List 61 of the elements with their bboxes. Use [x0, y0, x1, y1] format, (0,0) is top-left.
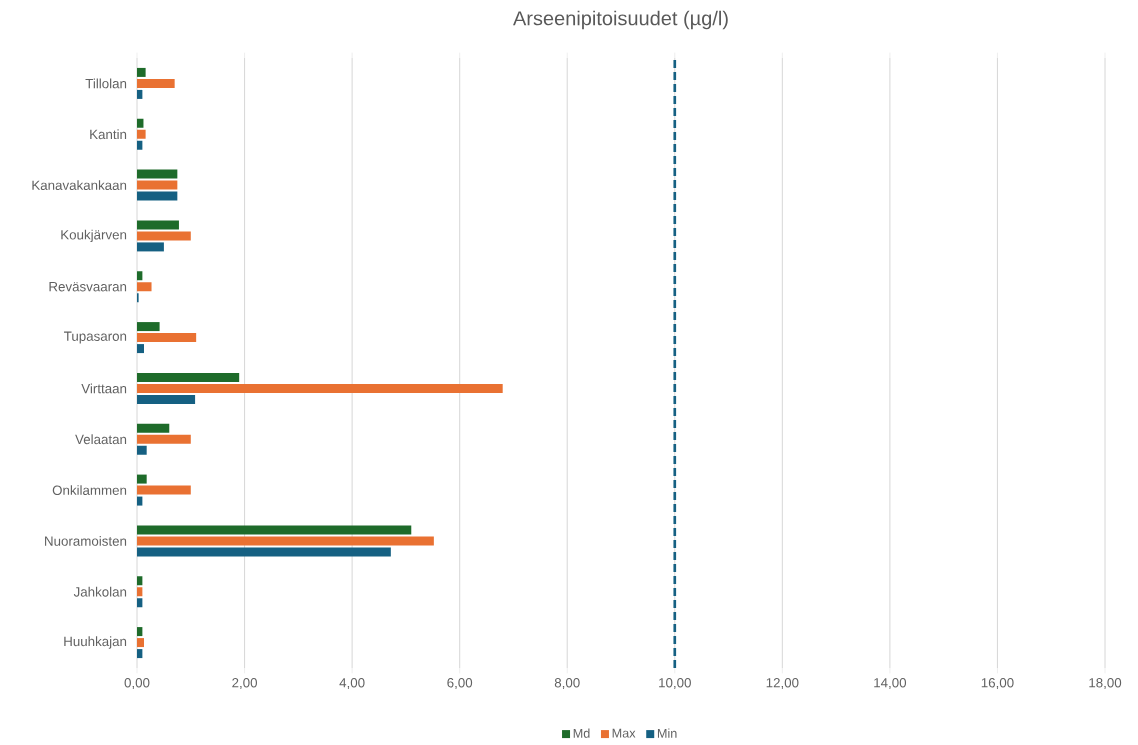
- bar: [137, 180, 178, 190]
- bar: [137, 423, 170, 433]
- y-tick-label: Virttaan: [81, 383, 127, 394]
- bar: [137, 89, 143, 99]
- bar: [137, 344, 144, 354]
- bar: [137, 191, 178, 201]
- bar: [137, 169, 178, 179]
- bar: [137, 78, 175, 88]
- bar: [137, 587, 143, 597]
- bar: [137, 445, 147, 455]
- bar: [137, 372, 240, 382]
- bar: [137, 649, 143, 659]
- bar: [137, 496, 143, 506]
- bar: [137, 220, 179, 230]
- bar: [137, 576, 143, 586]
- x-tick-label: 14,00: [874, 678, 907, 690]
- bar: [137, 598, 143, 608]
- bar: [137, 525, 412, 535]
- y-tick-label: Reväsvaaran: [49, 282, 127, 292]
- y-tick-label: Nuoramoisten: [45, 536, 127, 546]
- bar: [137, 271, 143, 281]
- y-tick-label: Tillolan: [85, 78, 127, 89]
- x-tick-label: 16,00: [981, 678, 1014, 690]
- bar: [137, 434, 191, 444]
- bar: [137, 536, 434, 546]
- bar: [137, 547, 391, 557]
- bar: [137, 474, 147, 484]
- bar: [137, 242, 164, 252]
- bar: [137, 333, 197, 343]
- bar: [137, 485, 191, 495]
- legend-label: Md: [573, 728, 590, 738]
- x-tick-label: 6,00: [447, 678, 473, 690]
- legend-label: Max: [612, 728, 636, 738]
- x-tick-label: 8,00: [554, 678, 580, 690]
- y-tick-label: Onkilammen: [52, 485, 127, 495]
- x-tick-label: 0,00: [124, 678, 150, 690]
- bar: [137, 627, 143, 637]
- bar: [137, 638, 144, 648]
- x-tick-label: 2,00: [232, 678, 258, 690]
- bar: [137, 129, 146, 139]
- x-tick-label: 18,00: [1089, 678, 1122, 690]
- bar: [137, 118, 144, 128]
- bar: [137, 231, 191, 241]
- y-tick-label: Koukjärven: [61, 229, 127, 243]
- bar: [137, 394, 196, 404]
- bar: [137, 383, 503, 393]
- bar: [137, 67, 146, 77]
- y-tick-label: Jahkolan: [73, 586, 127, 597]
- x-tick-label: 12,00: [766, 678, 799, 690]
- x-tick-label: 10,00: [659, 678, 691, 690]
- x-tick-label: 4,00: [339, 678, 365, 690]
- legend-label: Min: [657, 728, 677, 738]
- y-tick-label: Kantin: [90, 129, 127, 140]
- bar: [137, 282, 152, 292]
- y-tick-label: Kanavakankaan: [32, 180, 127, 190]
- bar: [137, 140, 143, 150]
- y-tick-label: Huuhkajan: [64, 636, 127, 649]
- bar: [137, 322, 160, 332]
- chart-title: Arseenipitoisuudet (µg/l): [513, 10, 728, 30]
- y-tick-label: Velaatan: [75, 434, 127, 445]
- y-tick-label: Tupasaron: [64, 331, 127, 344]
